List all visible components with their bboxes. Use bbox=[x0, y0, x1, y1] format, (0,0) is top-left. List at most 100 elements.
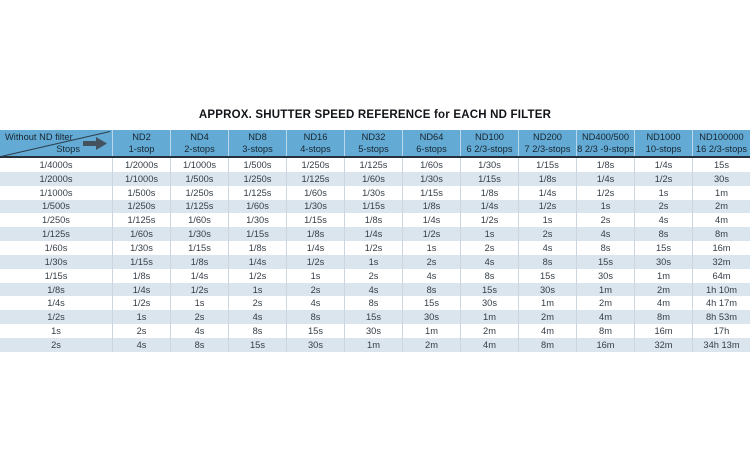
speed-cell: 15s bbox=[692, 158, 750, 172]
speed-cell: 1s bbox=[402, 241, 460, 255]
speed-cell: 2s bbox=[344, 268, 402, 283]
table-row: 1s 2s 4s 8s 15s 30s 1m 2m 4m 8m 16m 17h bbox=[0, 324, 750, 338]
speed-cell: 1/2s bbox=[518, 199, 576, 214]
speed-cell: 1/4s bbox=[170, 268, 228, 283]
speed-cell: 4s bbox=[112, 337, 170, 352]
speed-cell: 1m bbox=[518, 296, 576, 311]
speed-cell: 2s bbox=[460, 241, 518, 255]
speed-cell: 1/15s bbox=[518, 158, 576, 172]
speed-cell: 30s bbox=[518, 282, 576, 297]
speed-cell: 8s bbox=[576, 241, 634, 255]
speed-cell: 1/2s bbox=[460, 213, 518, 228]
speed-cell: 1/125s bbox=[228, 185, 286, 200]
speed-cell: 2s bbox=[170, 310, 228, 325]
speed-cell: 4s bbox=[460, 254, 518, 269]
filter-name: ND100 bbox=[475, 131, 504, 142]
speed-cell: 15s bbox=[344, 310, 402, 325]
speed-cell: 2s bbox=[112, 324, 170, 338]
speed-cell: 15s bbox=[634, 241, 692, 255]
speed-cell: 4m bbox=[634, 296, 692, 311]
base-speed-cell: 1/30s bbox=[44, 256, 68, 267]
header-cell-nd100: ND100 6 2/3-stops bbox=[460, 130, 518, 156]
base-speed-cell: 1/2000s bbox=[39, 173, 73, 184]
table-row: 1/125s 1/60s 1/30s 1/15s 1/8s 1/4s 1/2s 1s 2s 4s 8… bbox=[0, 227, 750, 242]
filter-name: ND32 bbox=[361, 131, 386, 142]
speed-cell: 1/2s bbox=[344, 241, 402, 255]
speed-cell: 1m bbox=[634, 268, 692, 283]
speed-cell: 2s bbox=[518, 227, 576, 242]
filter-name: ND200 bbox=[533, 131, 562, 142]
speed-cell: 8s bbox=[518, 254, 576, 269]
speed-cell: 8m bbox=[518, 337, 576, 352]
diagonal-divider-line bbox=[0, 131, 111, 157]
speed-cell: 1/15s bbox=[286, 213, 344, 228]
base-speed-cell: 1/1000s bbox=[39, 187, 73, 198]
header-cell-nd64: ND64 6-stops bbox=[402, 130, 460, 156]
filter-name: ND400/500 bbox=[581, 131, 630, 142]
speed-cell: 1/30s bbox=[344, 185, 402, 200]
header-cell-nd200: ND200 7 2/3-stops bbox=[518, 130, 576, 156]
speed-cell: 4m bbox=[692, 213, 750, 228]
speed-cell: 1/15s bbox=[344, 199, 402, 214]
header-cell-nd4: ND4 2-stops bbox=[170, 130, 228, 156]
speed-cell: 30s bbox=[634, 254, 692, 269]
speed-cell: 8s bbox=[228, 324, 286, 338]
table-row: 1/1000s 1/500s 1/250s 1/125s 1/60s 1/30s 1/15s… bbox=[0, 185, 750, 200]
filter-stops: 7 2/3-stops bbox=[524, 144, 571, 154]
speed-cell: 15s bbox=[402, 296, 460, 311]
table-row: 1/2000s 1/1000s 1/500s 1/250s 1/125s 1/60s 1/3… bbox=[0, 171, 750, 186]
speed-cell: 1s bbox=[460, 227, 518, 242]
speed-cell: 1/2s bbox=[286, 254, 344, 269]
filter-stops: 6 2/3-stops bbox=[466, 144, 513, 154]
speed-cell: 1/1000s bbox=[170, 158, 228, 172]
speed-cell: 4s bbox=[576, 227, 634, 242]
speed-cell: 15s bbox=[286, 324, 344, 338]
speed-cell: 1/4s bbox=[402, 213, 460, 228]
speed-cell: 2s bbox=[634, 199, 692, 214]
speed-cell: 4s bbox=[402, 268, 460, 283]
table-row: 1/15s 1/8s 1/4s 1/2s 1s 2s 4s 8s 15s 30s 1m 64m bbox=[0, 268, 750, 283]
speed-cell: 30s bbox=[344, 324, 402, 338]
filter-stops: 10-stops bbox=[645, 144, 682, 154]
speed-cell: 30s bbox=[402, 310, 460, 325]
speed-cell: 1/250s bbox=[228, 171, 286, 186]
speed-cell: 1/125s bbox=[112, 213, 170, 228]
speed-cell: 1/1000s bbox=[112, 171, 170, 186]
table-row: 1/500s 1/250s 1/125s 1/60s 1/30s 1/15s 1/8s 1/4… bbox=[0, 199, 750, 214]
filter-stops: 2-stops bbox=[184, 144, 215, 154]
speed-cell: 16m bbox=[692, 241, 750, 255]
speed-cell: 1/30s bbox=[286, 199, 344, 214]
base-speed-cell: 1/4s bbox=[47, 298, 65, 309]
speed-cell: 1/4s bbox=[460, 199, 518, 214]
speed-cell: 64m bbox=[692, 268, 750, 283]
filter-stops: 1-stop bbox=[128, 144, 155, 154]
speed-cell: 1/4s bbox=[518, 185, 576, 200]
speed-cell: 1/8s bbox=[112, 268, 170, 283]
filter-stops: 16 2/3-stops bbox=[695, 144, 748, 154]
speed-cell: 1/15s bbox=[228, 227, 286, 242]
speed-cell: 1s bbox=[518, 213, 576, 228]
speed-cell: 1/8s bbox=[344, 213, 402, 228]
speed-cell: 2m bbox=[402, 337, 460, 352]
speed-cell: 1/60s bbox=[344, 171, 402, 186]
speed-cell: 16m bbox=[576, 337, 634, 352]
filter-name: ND64 bbox=[419, 131, 444, 142]
speed-cell: 1m bbox=[460, 310, 518, 325]
filter-name: ND1000 bbox=[646, 131, 681, 142]
speed-cell: 1/4s bbox=[576, 171, 634, 186]
speed-cell: 1/8s bbox=[402, 199, 460, 214]
table-header-row: Without ND filter Stops ND2 1-stop ND4 2-st… bbox=[0, 130, 750, 158]
speed-cell: 16m bbox=[634, 324, 692, 338]
speed-cell: 4s bbox=[518, 241, 576, 255]
speed-cell: 8s bbox=[170, 337, 228, 352]
speed-cell: 1/250s bbox=[170, 185, 228, 200]
table-row: 1/4000s 1/2000s 1/1000s 1/500s 1/250s 1/125s 1… bbox=[0, 158, 750, 172]
speed-cell: 2s bbox=[402, 254, 460, 269]
speed-cell: 8s bbox=[402, 282, 460, 297]
speed-cell: 1h 10m bbox=[692, 282, 750, 297]
header-cell-nd16: ND16 4-stops bbox=[286, 130, 344, 156]
speed-cell: 32m bbox=[692, 254, 750, 269]
speed-cell: 1/60s bbox=[112, 227, 170, 242]
stops-label: Stops bbox=[56, 144, 80, 154]
speed-cell: 8s bbox=[460, 268, 518, 283]
